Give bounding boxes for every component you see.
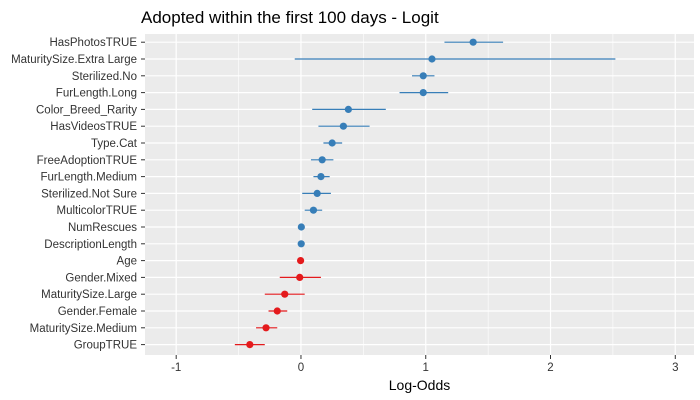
minor-gridlines [238,34,614,355]
estimate-point [339,122,347,130]
estimate-point [428,55,436,63]
x-axis-tick-label: -1 [171,362,181,374]
estimate-point [297,223,305,231]
estimate-point [328,139,336,147]
estimate-point [344,105,352,113]
estimate-point [273,307,281,315]
x-axis-ticks [175,355,676,359]
y-axis-label: Type.Cat [91,138,138,150]
y-axis-label: DescriptionLength [44,239,137,251]
y-axis-label: FreeAdoptionTRUE [37,155,138,167]
y-axis-label: Gender.Mixed [65,272,137,284]
estimate-point [419,72,427,80]
x-axis-label: Log-Odds [389,377,450,393]
estimate-point [296,273,304,281]
estimate-points [246,38,477,349]
estimate-point [262,324,270,332]
y-axis-label: HasPhotosTRUE [49,37,137,49]
y-axis-label: Age [117,256,137,268]
estimate-point [309,206,318,214]
x-axis-tick-labels: -1 0 1 2 3 [171,362,678,374]
estimate-point [318,156,326,164]
x-axis-tick-label: 0 [298,362,304,374]
y-axis-label: MulticolorTRUE [56,205,137,217]
estimate-point [419,89,427,97]
y-axis-label: GroupTRUE [74,340,138,352]
y-axis-label: HasVideosTRUE [50,121,137,133]
x-axis-tick-label: 3 [672,362,678,374]
estimate-point [246,341,254,349]
y-axis-label: FurLength.Long [56,88,137,100]
x-axis-tick-label: 2 [547,362,553,374]
estimate-point [313,189,321,197]
y-axis-label: MaturitySize.Extra Large [11,54,137,66]
y-axis-label: Sterilized.No [72,71,137,83]
y-axis-ticks [141,41,145,346]
y-axis-label: MaturitySize.Medium [30,323,137,335]
estimate-point [297,240,305,248]
y-axis-label: NumRescues [68,222,137,234]
estimate-point [317,173,325,181]
y-axis-label: MaturitySize.Large [41,289,137,301]
plot-panel [145,34,694,355]
x-axis-tick-label: 1 [423,362,429,374]
y-axis-label: Sterilized.Not Sure [41,188,137,200]
y-axis-label: Color_Breed_Rarity [36,104,137,116]
y-axis-labels: HasPhotosTRUE MaturitySize.Extra Large Ste… [11,37,138,351]
chart-title: Adopted within the first 100 days - Logi… [141,8,439,27]
y-axis-label: Gender.Female [58,306,137,318]
y-axis-label: FurLength.Medium [40,172,137,184]
estimate-point [469,38,477,46]
estimate-point [296,257,305,265]
estimate-point [281,290,289,298]
